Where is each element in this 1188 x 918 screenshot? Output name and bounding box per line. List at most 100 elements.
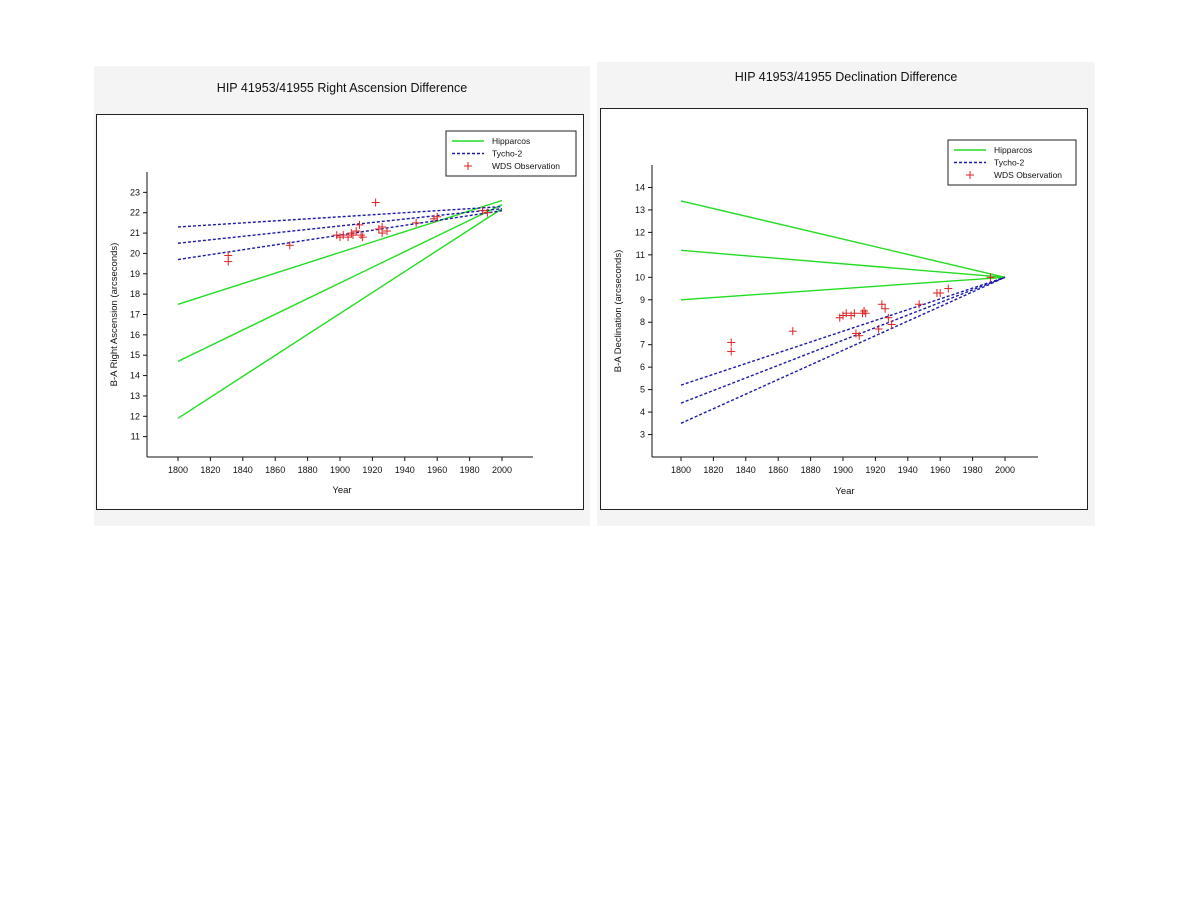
legend-label: Tycho-2	[994, 158, 1025, 168]
x-tick-label: 1880	[801, 465, 821, 475]
y-tick-label: 15	[130, 350, 140, 360]
x-tick-label: 1940	[395, 465, 415, 475]
wds-observation-point	[224, 257, 233, 266]
y-tick-label: 13	[130, 391, 140, 401]
y-tick-label: 17	[130, 310, 140, 320]
wds-observation-point	[855, 331, 864, 340]
y-tick-label: 11	[131, 432, 140, 442]
y-tick-label: 16	[130, 330, 140, 340]
chart-title: HIP 41953/41955 Right Ascension Differen…	[216, 81, 468, 95]
chart-title: HIP 41953/41955 Declination Difference	[734, 70, 958, 84]
wds-observation-point	[881, 304, 890, 313]
wds-observation-point	[378, 222, 387, 231]
y-tick-label: 22	[130, 208, 140, 218]
hipparcos-series-line	[177, 203, 503, 362]
wds-observation-point	[842, 309, 851, 318]
x-tick-label: 1840	[233, 465, 253, 475]
wds-observation-point	[348, 231, 357, 240]
x-tick-label: 1880	[298, 465, 318, 475]
y-tick-label: 9	[640, 295, 645, 305]
wds-observation-point	[433, 212, 442, 221]
wds-observation-point	[860, 307, 869, 315]
hipparcos-series-line	[177, 199, 503, 305]
y-tick-label: 19	[130, 269, 140, 279]
y-tick-label: 20	[130, 248, 140, 258]
y-tick-label: 3	[640, 430, 645, 440]
x-tick-label: 1900	[330, 465, 350, 475]
legend-label: Hipparcos	[492, 136, 530, 146]
wds-observation-point	[877, 300, 886, 309]
y-tick-label: 5	[640, 385, 645, 395]
y-tick-label: 14	[130, 371, 140, 381]
wds-observation-point	[339, 231, 348, 240]
y-tick-label: 4	[640, 407, 645, 417]
chart-panel-dec: HIP 41953/41955 Declination Difference	[597, 62, 1095, 526]
x-tick-label: 2000	[995, 465, 1015, 475]
x-tick-label: 1980	[460, 465, 480, 475]
x-tick-label: 1800	[168, 465, 188, 475]
wds-observation-point	[788, 327, 797, 336]
x-tick-label: 1940	[898, 465, 918, 475]
y-tick-label: 14	[635, 182, 645, 192]
y-tick-label: 12	[635, 227, 645, 237]
wds-observation-point	[358, 233, 367, 242]
x-tick-label: 1840	[736, 465, 756, 475]
y-tick-label: 21	[130, 228, 140, 238]
wds-observation-point	[727, 338, 736, 347]
x-axis-label: Year	[835, 486, 854, 497]
x-tick-label: 1920	[865, 465, 885, 475]
x-tick-label: 1820	[200, 465, 220, 475]
x-tick-label: 1800	[671, 465, 691, 475]
legend-label: WDS Observation	[994, 170, 1062, 180]
tycho-2-series-line	[680, 276, 1006, 404]
hipparcos-series-line	[177, 208, 503, 419]
x-tick-label: 1820	[703, 465, 723, 475]
wds-observation-point	[429, 214, 438, 223]
x-tick-label: 1960	[930, 465, 950, 475]
wds-observation-point	[884, 313, 893, 322]
wds-observation-point	[344, 233, 353, 242]
wds-observation-point	[412, 218, 421, 227]
wds-observation-point	[347, 229, 356, 238]
wds-observation-point	[850, 309, 859, 318]
wds-observation-point	[374, 225, 383, 233]
legend-label: Tycho-2	[492, 149, 523, 159]
wds-observation-point	[357, 231, 366, 240]
hipparcos-series-line	[680, 200, 1006, 278]
y-axis-label: B-A Declination (arcseconds)	[613, 250, 624, 373]
wds-observation-point	[936, 289, 945, 298]
wds-observation-point	[861, 309, 870, 318]
y-tick-label: 13	[635, 205, 645, 215]
y-axis-label: B-A Right Ascension (arcseconds)	[109, 243, 120, 387]
plot-frame	[96, 114, 584, 510]
wds-observation-point	[382, 227, 391, 236]
x-tick-label: 2000	[492, 465, 512, 475]
y-tick-label: 10	[635, 272, 645, 282]
wds-observation-point	[727, 347, 736, 356]
x-tick-label: 1920	[362, 465, 382, 475]
wds-observation-point	[285, 241, 294, 250]
x-tick-label: 1900	[833, 465, 853, 475]
wds-observation-point	[944, 284, 953, 293]
wds-observation-point	[915, 300, 924, 309]
x-tick-label: 1960	[427, 465, 447, 475]
wds-observation-point	[483, 208, 492, 217]
y-tick-label: 11	[636, 250, 645, 260]
wds-observation-point	[336, 233, 344, 242]
legend-label: WDS Observation	[492, 161, 560, 171]
x-axis-label: Year	[332, 485, 351, 496]
y-tick-label: 18	[130, 289, 140, 299]
wds-observation-point	[874, 324, 883, 333]
tycho-2-series-line	[680, 276, 1006, 424]
tycho-2-series-line	[177, 207, 503, 244]
hipparcos-series-line	[680, 249, 1006, 279]
y-tick-label: 6	[640, 362, 645, 372]
wds-observation-point	[887, 320, 896, 329]
x-tick-label: 1980	[963, 465, 983, 475]
wds-observation-point	[355, 220, 364, 229]
x-tick-label: 1860	[768, 465, 788, 475]
wds-observation-point	[478, 206, 487, 215]
y-tick-label: 12	[130, 411, 140, 421]
y-tick-label: 7	[640, 340, 645, 350]
